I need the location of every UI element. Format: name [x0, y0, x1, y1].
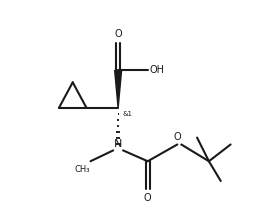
Text: N: N [114, 139, 122, 150]
Text: O: O [114, 29, 122, 39]
Text: O: O [144, 193, 152, 203]
Polygon shape [115, 71, 122, 108]
Text: O: O [173, 131, 181, 142]
Text: CH₃: CH₃ [74, 165, 89, 174]
Text: &1: &1 [122, 111, 132, 117]
Text: OH: OH [150, 66, 165, 75]
